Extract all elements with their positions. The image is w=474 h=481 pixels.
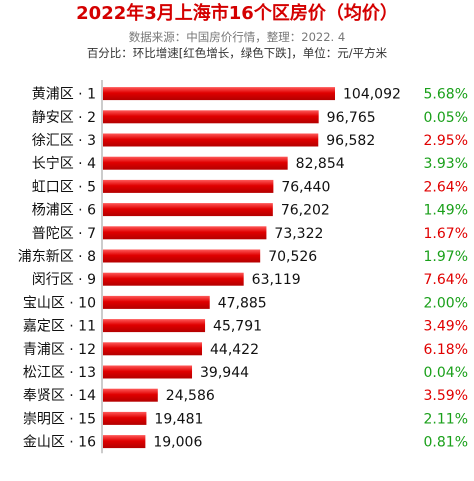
value-label: 45,791	[213, 319, 262, 335]
change-label: 7.64%	[424, 272, 468, 288]
value-label: 104,092	[343, 87, 401, 103]
change-label: 3.49%	[424, 319, 468, 335]
bar	[103, 319, 206, 333]
chart-title: 2022年3月上海市16个区房价（均价）	[76, 3, 398, 24]
value-label: 44,422	[210, 342, 259, 358]
change-label: 5.68%	[424, 87, 468, 103]
change-label: 2.64%	[424, 179, 468, 195]
category-label: 闵行区 · 9	[32, 272, 96, 288]
bar	[103, 156, 288, 170]
category-label: 长宁区 · 4	[32, 155, 96, 172]
category-label: 青浦区 · 12	[23, 342, 96, 358]
bar	[103, 87, 335, 101]
category-label: 崇明区 · 15	[23, 411, 96, 427]
value-label: 96,765	[327, 110, 376, 126]
category-label: 虹口区 · 5	[32, 179, 96, 195]
value-label: 73,322	[274, 226, 323, 242]
bar	[103, 110, 319, 124]
value-label: 24,586	[166, 388, 215, 404]
bar	[103, 133, 319, 147]
value-label: 76,440	[281, 179, 330, 195]
change-label: 3.93%	[424, 156, 468, 172]
category-label: 宝山区 · 10	[23, 295, 96, 311]
change-label: 0.04%	[424, 365, 468, 381]
category-label: 杨浦区 · 6	[32, 203, 96, 219]
category-label: 普陀区 · 7	[32, 226, 96, 242]
value-label: 76,202	[281, 203, 330, 219]
change-label: 2.00%	[424, 295, 468, 311]
change-label: 2.11%	[424, 411, 468, 427]
bar	[103, 365, 193, 379]
change-label: 2.95%	[424, 133, 468, 149]
category-label: 松江区 · 13	[23, 365, 96, 381]
bar	[103, 226, 267, 240]
bar	[103, 388, 158, 402]
change-label: 1.97%	[424, 249, 468, 265]
category-label: 嘉定区 · 11	[23, 319, 96, 335]
change-label: 0.05%	[424, 110, 468, 126]
value-label: 19,006	[153, 435, 202, 451]
category-label: 奉贤区 · 14	[23, 388, 96, 404]
category-label: 黄浦区 · 1	[32, 86, 96, 103]
change-label: 6.18%	[424, 342, 468, 358]
category-label: 徐汇区 · 3	[32, 133, 96, 149]
category-label: 静安区 · 2	[32, 110, 96, 126]
bar	[103, 411, 147, 425]
change-label: 1.49%	[424, 203, 468, 219]
bar	[103, 342, 203, 356]
value-label: 19,481	[154, 411, 203, 427]
value-label: 39,944	[200, 365, 249, 381]
bar	[103, 435, 146, 449]
bar	[103, 203, 273, 217]
legend-line: 百分比：环比增速[红色增长，绿色下跌]，单位：元/平方米	[86, 46, 388, 60]
change-label: 3.59%	[424, 388, 468, 404]
change-label: 0.81%	[424, 435, 468, 451]
bar	[103, 179, 274, 193]
value-label: 82,854	[296, 156, 345, 172]
value-label: 96,582	[326, 133, 375, 149]
category-label: 金山区 · 16	[23, 435, 96, 451]
bar	[103, 272, 244, 286]
bar	[103, 295, 210, 309]
category-label: 浦东新区 · 8	[18, 249, 96, 265]
bar	[103, 249, 261, 263]
value-label: 47,885	[218, 295, 267, 311]
change-label: 1.67%	[424, 226, 468, 242]
value-label: 63,119	[252, 272, 301, 288]
source-line: 数据来源：中国房价行情，整理：2022. 4	[128, 30, 346, 44]
value-label: 70,526	[268, 249, 317, 265]
